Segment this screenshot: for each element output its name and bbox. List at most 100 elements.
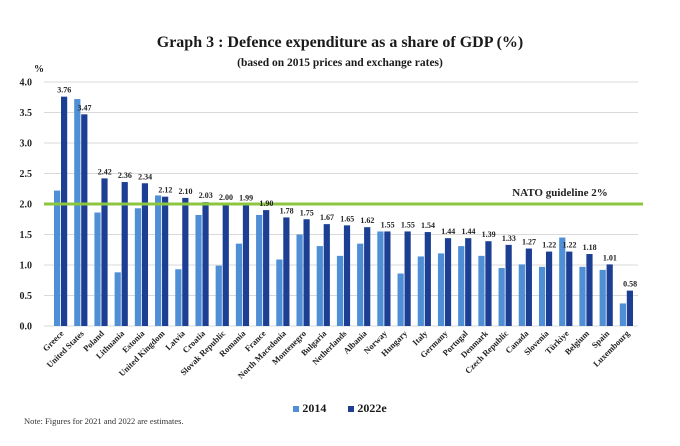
bar-2022e-united-states — [81, 114, 88, 326]
bar-2022e-germany — [444, 238, 452, 326]
data-label: 2.42 — [98, 167, 112, 176]
data-labels: 3.76 3.47 2.42 2.36 2.34 2.12 2.10 2.03 2.00 1.99… — [57, 86, 637, 289]
legend: 2014 2022e — [0, 401, 680, 416]
bar-2022e-united-kingdom — [162, 196, 169, 326]
legend-label-2014: 2014 — [302, 401, 327, 415]
bar-2022e-latvia — [182, 197, 189, 326]
bar-2022e-slovak-republic — [222, 204, 229, 326]
bar-2014-portugal — [458, 246, 465, 326]
bar-2022e-bulgaria — [323, 224, 330, 326]
data-label: 1.44 — [461, 227, 475, 236]
data-label: 1.67 — [320, 213, 334, 222]
bar-2022e-czech-republic — [505, 244, 512, 326]
bar-2014-united-kingdom — [155, 195, 162, 326]
data-label: 1.78 — [280, 206, 294, 215]
bar-2014-hungary — [397, 273, 404, 326]
bar-2022e-north-macedonia — [283, 217, 290, 326]
data-label: 2.00 — [219, 193, 233, 202]
nato-guideline-label: NATO guideline 2% — [512, 187, 608, 199]
bar-2022e-netherlands — [343, 225, 351, 326]
bar-2014-spain — [599, 269, 606, 326]
bar-2014-norway — [377, 231, 384, 326]
bar-2022e-croatia — [202, 202, 209, 326]
data-label: 2.36 — [118, 171, 132, 180]
data-label: 1.99 — [239, 194, 253, 203]
bar-2022e-norway — [384, 231, 391, 326]
y-tick-label: 1.5 — [20, 230, 33, 241]
y-tick-label: 0.5 — [20, 291, 33, 302]
data-label: 3.76 — [57, 86, 71, 95]
bar-2014-croatia — [195, 214, 202, 326]
bar-2014-luxembourg — [619, 303, 626, 326]
bar-2022e-denmark — [485, 241, 492, 326]
bar-2022e-luxembourg — [626, 290, 633, 326]
bar-2014-romania — [235, 243, 243, 326]
footnote: Note: Figures for 2021 and 2022 are esti… — [24, 416, 184, 426]
y-axis-unit-label: % — [34, 64, 44, 75]
bar-2014-greece — [54, 190, 61, 326]
bar-2022e-albania — [364, 227, 371, 326]
bar-2014-belgium — [579, 266, 586, 326]
bar-2022e-hungary — [404, 231, 411, 326]
bar-2014-denmark — [478, 255, 485, 326]
y-tick-label: 4.0 — [20, 78, 33, 89]
data-label: 1.18 — [583, 243, 597, 252]
bar-2022e-portugal — [465, 238, 472, 326]
data-label: 0.58 — [623, 280, 637, 289]
data-label: 1.55 — [381, 220, 395, 229]
bar-2014-netherlands — [336, 255, 344, 326]
data-label: 1.22 — [562, 241, 576, 250]
y-axis-ticks: 0.0 0.5 1.0 1.5 2.0 2.5 3.0 3.5 4.0 — [20, 78, 33, 333]
bar-2014-united-states — [74, 99, 81, 326]
bar-2014-poland — [94, 212, 101, 326]
bar-2022e-slovenia — [545, 251, 553, 326]
legend-label-2022e: 2022e — [357, 401, 387, 415]
bar-2014-slovenia — [538, 266, 546, 326]
data-label: 1.75 — [300, 208, 314, 217]
bar-2022e-montenegro — [303, 219, 310, 326]
data-label: 2.12 — [158, 186, 172, 195]
bar-2014-slovak-republic — [215, 265, 222, 326]
y-tick-label: 1.0 — [20, 261, 33, 272]
data-label: 1.62 — [360, 216, 374, 225]
y-tick-label: 3.0 — [20, 139, 33, 150]
bar-2014-germany — [437, 253, 445, 326]
data-label: 1.39 — [482, 230, 496, 239]
bars — [54, 96, 633, 326]
bar-2014-albania — [357, 243, 364, 326]
bar-2022e-estonia — [141, 183, 149, 326]
data-label: 1.65 — [340, 214, 354, 223]
data-label: 1.90 — [259, 199, 273, 208]
data-label: 1.44 — [441, 227, 455, 236]
data-label: 2.34 — [138, 172, 152, 181]
y-tick-label: 0.0 — [20, 322, 33, 333]
bar-2014-bulgaria — [316, 246, 323, 326]
bar-2014-montenegro — [296, 234, 303, 326]
y-tick-label: 2.0 — [20, 200, 33, 211]
data-label: 1.55 — [401, 220, 415, 229]
bar-2022e-france — [263, 210, 270, 326]
legend-swatch-2022e — [348, 405, 355, 412]
data-label: 1.54 — [421, 221, 435, 230]
bar-2022e-lithuania — [121, 182, 128, 326]
data-label: 3.47 — [78, 103, 92, 112]
y-tick-label: 3.5 — [20, 108, 33, 119]
legend-swatch-2014 — [293, 405, 300, 412]
bar-2014-estonia — [134, 208, 142, 326]
bar-2022e-italy — [424, 232, 431, 326]
bar-2022e-spain — [606, 264, 613, 326]
bar-2022e-belgium — [586, 254, 593, 326]
data-label: 1.33 — [502, 234, 516, 243]
bar-2014-latvia — [175, 269, 182, 326]
data-label: 2.03 — [199, 191, 213, 200]
data-label: 1.01 — [603, 253, 617, 262]
bar-2014-czech-republic — [498, 268, 505, 326]
bar-2014-north-macedonia — [276, 259, 283, 326]
data-label: 1.22 — [542, 241, 556, 250]
legend-item-2014: 2014 — [293, 401, 326, 416]
bar-2014-lithuania — [114, 272, 121, 326]
data-label: 1.27 — [522, 238, 536, 247]
bar-2022e-greece — [61, 96, 68, 326]
